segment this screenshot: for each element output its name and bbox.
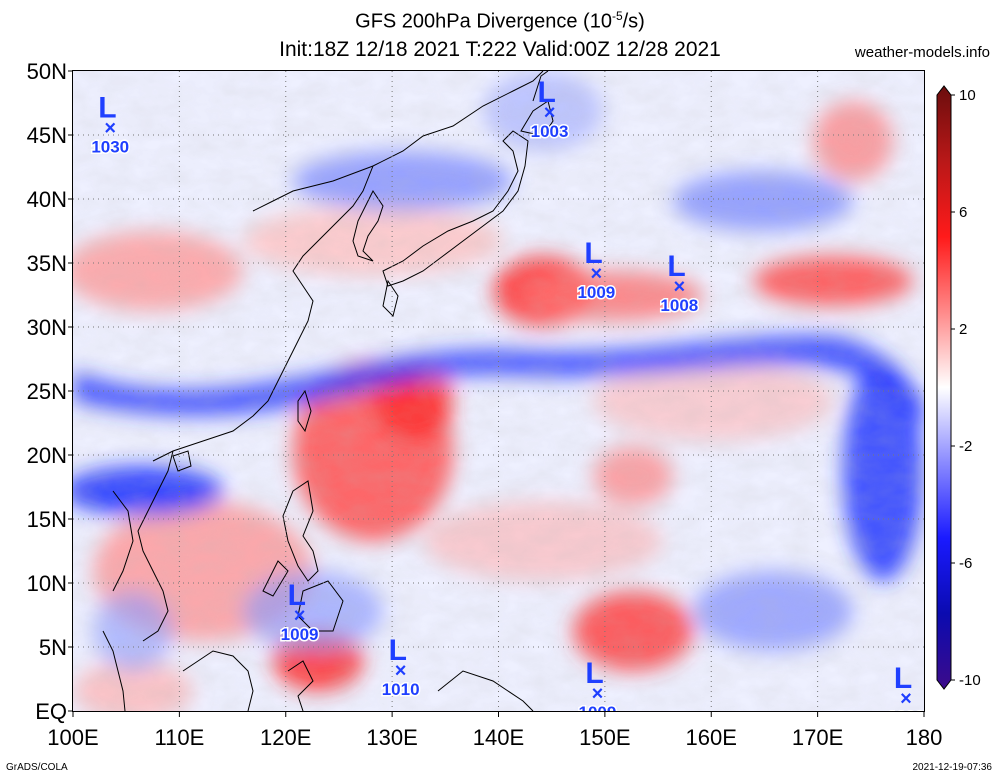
colorbar-ramp — [936, 85, 952, 690]
low-center: L×1003 — [529, 76, 570, 142]
low-pressure: 1009 — [281, 625, 319, 644]
low-letter: L — [288, 579, 306, 612]
longitude-label: 120E — [260, 725, 311, 750]
low-pressure-centers: L×1030L×1003L×1009L×1008L×1009L×1010L×10… — [90, 76, 925, 712]
longitude-label: 180 — [906, 725, 943, 750]
low-center: L×1009 — [576, 237, 617, 303]
lat-lon-grid — [73, 71, 924, 711]
low-marker-icon: × — [544, 102, 556, 124]
low-marker-icon: × — [591, 263, 603, 285]
latitude-label: 35N — [27, 251, 67, 276]
longitude-label: 110E — [155, 725, 205, 750]
low-marker-icon: × — [395, 660, 407, 682]
divergence-map: L×1030L×1003L×1009L×1008L×1009L×1010L×10… — [72, 70, 925, 712]
colorbar-label: -2 — [959, 438, 972, 455]
longitude-label: 170E — [792, 725, 843, 750]
low-pressure: 1008 — [887, 708, 925, 712]
longitude-label: 150E — [579, 725, 630, 750]
title-prefix: GFS 200hPa Divergence (10 — [355, 10, 612, 33]
low-marker-icon: × — [592, 683, 604, 705]
low-pressure: 1008 — [660, 296, 698, 315]
site-credit: weather-models.info — [854, 44, 990, 61]
low-center: L×1010 — [380, 634, 421, 701]
latitude-label: 45N — [27, 123, 67, 148]
grads-credit: GrADS/COLA — [6, 762, 68, 773]
low-letter: L — [98, 91, 116, 124]
longitude-label: 140E — [473, 725, 524, 750]
low-letter: L — [894, 662, 912, 695]
low-pressure: 1009 — [579, 703, 617, 712]
colorbar-label: -10 — [959, 672, 981, 689]
timestamp: 2021-12-19-07:36 — [912, 762, 992, 773]
latitude-label: 40N — [27, 187, 67, 212]
latitude-label: 15N — [27, 507, 67, 532]
low-letter: L — [538, 76, 556, 109]
coastlines — [102, 71, 554, 711]
longitude-label: 100E — [47, 725, 98, 750]
low-pressure: 1030 — [91, 137, 129, 156]
latitude-label: 5N — [39, 635, 67, 660]
low-letter: L — [584, 237, 602, 270]
latitude-label: 10N — [27, 571, 67, 596]
latitude-label: 50N — [27, 59, 67, 84]
low-marker-icon: × — [104, 117, 116, 139]
colorbar-label: 6 — [959, 204, 967, 221]
colorbar-label: 10 — [959, 87, 976, 104]
title-exponent: -5 — [611, 9, 623, 23]
colorbar-label: -6 — [959, 555, 972, 572]
low-marker-icon: × — [294, 605, 306, 627]
low-letter: L — [585, 657, 603, 690]
low-letter: L — [667, 250, 685, 283]
low-pressure: 1009 — [577, 283, 615, 302]
low-center: L×1009 — [577, 657, 618, 712]
low-marker-icon: × — [900, 688, 912, 710]
longitude-label: 160E — [686, 725, 737, 750]
low-letter: L — [389, 634, 407, 667]
low-marker-icon: × — [673, 276, 685, 298]
low-pressure: 1010 — [382, 680, 420, 699]
colorbar: 10 6 2 -2 -6 -10 — [936, 85, 981, 690]
chart-title: GFS 200hPa Divergence (10-5/s) — [0, 9, 1000, 34]
longitude-labels: 100E 110E 120E 130E 140E 150E 160E 170E 180 — [47, 711, 942, 750]
latitude-label: 30N — [27, 315, 67, 340]
colorbar-label: 2 — [959, 321, 967, 338]
low-pressure: 1003 — [531, 122, 569, 141]
latitude-label: EQ — [35, 699, 67, 724]
longitude-label: 130E — [366, 725, 417, 750]
chart-subtitle: Init:18Z 12/18 2021 T:222 Valid:00Z 12/2… — [279, 38, 721, 61]
latitude-labels: EQ 5N 10N 15N 20N 25N 30N 35N 40N 45N 50N — [27, 59, 73, 724]
latitude-label: 20N — [27, 443, 67, 468]
low-center: L×1030 — [90, 91, 131, 158]
latitude-label: 25N — [27, 379, 67, 404]
title-suffix: /s) — [622, 10, 645, 33]
low-center: L×1008 — [659, 250, 700, 316]
low-center: L×1009 — [279, 579, 320, 646]
low-center: L×1008 — [886, 662, 925, 712]
